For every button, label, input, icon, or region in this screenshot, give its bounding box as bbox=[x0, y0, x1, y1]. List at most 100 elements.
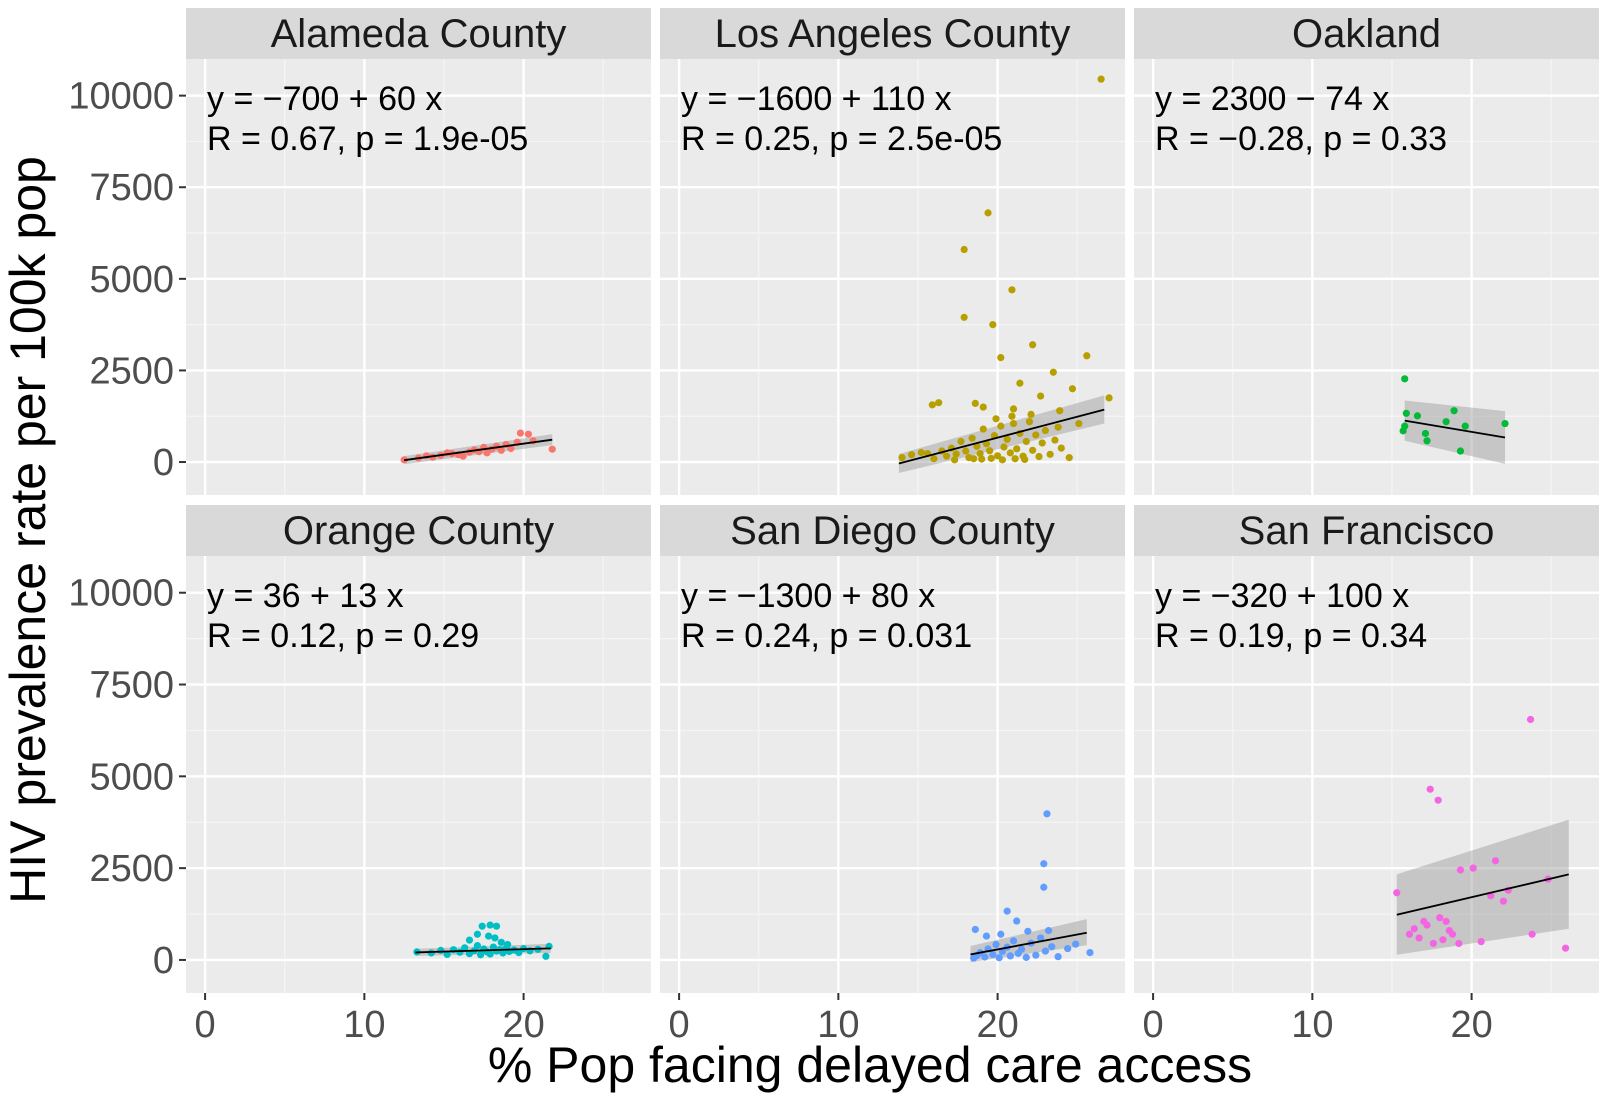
data-point bbox=[1442, 917, 1450, 925]
data-point bbox=[1049, 368, 1057, 376]
regression-line bbox=[404, 438, 553, 462]
data-point bbox=[976, 449, 984, 458]
data-point bbox=[984, 209, 992, 217]
data-point bbox=[928, 401, 936, 409]
data-point bbox=[979, 425, 987, 433]
data-point bbox=[1426, 785, 1434, 793]
y-tick-label: 10000 bbox=[68, 573, 174, 615]
data-point bbox=[473, 942, 482, 950]
data-point bbox=[898, 454, 906, 462]
data-point bbox=[1029, 446, 1037, 454]
panel-background bbox=[186, 556, 651, 993]
facet-title: San Diego County bbox=[730, 509, 1055, 553]
y-tick-label: 2500 bbox=[89, 350, 174, 392]
data-point bbox=[1009, 405, 1018, 413]
data-point bbox=[1086, 949, 1094, 957]
data-point bbox=[943, 452, 951, 460]
regression-line bbox=[415, 947, 551, 954]
correlation-stats: R = 0.24, p = 0.031 bbox=[681, 617, 972, 655]
data-point bbox=[1022, 437, 1030, 446]
data-point bbox=[1405, 930, 1414, 938]
y-tick-label: 7500 bbox=[89, 167, 174, 209]
data-point bbox=[1526, 715, 1535, 724]
facet-panel: San Diego County y = −1300 + 80 xR = 0.24… bbox=[660, 505, 1125, 1046]
facet-panel: Orange County y = 36 + 13 xR = 0.12, p = … bbox=[68, 505, 651, 1046]
data-point bbox=[1421, 429, 1430, 438]
x-tick-label: 0 bbox=[195, 1004, 216, 1046]
facet-strip bbox=[1134, 8, 1599, 59]
y-tick-label: 5000 bbox=[89, 756, 174, 798]
y-tick-label: 0 bbox=[153, 442, 174, 484]
facet-panel: Los Angeles County y = −1600 + 110 xR = 0… bbox=[660, 8, 1125, 495]
data-point bbox=[971, 925, 979, 934]
data-point bbox=[979, 403, 987, 411]
data-point bbox=[1083, 352, 1091, 360]
data-point bbox=[497, 446, 505, 454]
panel-background bbox=[1134, 59, 1599, 495]
data-point bbox=[548, 445, 556, 453]
facet-panel: Alameda County y = −700 + 60 xR = 0.67, p… bbox=[68, 8, 651, 495]
data-point bbox=[1036, 934, 1045, 942]
data-point bbox=[484, 932, 493, 940]
data-point bbox=[1006, 449, 1014, 457]
data-point bbox=[1048, 943, 1056, 951]
data-point bbox=[989, 321, 997, 329]
data-point bbox=[930, 455, 938, 463]
data-point bbox=[461, 944, 469, 952]
data-point bbox=[427, 949, 435, 957]
data-point bbox=[1429, 939, 1437, 948]
data-point bbox=[998, 456, 1006, 464]
data-point bbox=[1528, 930, 1536, 938]
data-point bbox=[1027, 410, 1035, 418]
data-point bbox=[995, 954, 1003, 962]
data-point bbox=[997, 354, 1005, 362]
regression-equation: y = −1300 + 80 x bbox=[681, 577, 935, 615]
x-axis-title: % Pop facing delayed care access bbox=[488, 1037, 1252, 1093]
data-point bbox=[1035, 452, 1043, 461]
facet-panel: San Francisco y = −320 + 100 xR = 0.19, p… bbox=[1134, 505, 1599, 1046]
facet-strip bbox=[1134, 505, 1599, 556]
data-point bbox=[1491, 857, 1500, 865]
data-point bbox=[997, 930, 1005, 938]
data-point bbox=[1442, 418, 1450, 426]
data-point bbox=[1021, 455, 1029, 464]
data-point bbox=[986, 447, 994, 455]
data-point bbox=[1051, 436, 1059, 444]
data-point bbox=[935, 399, 943, 407]
x-tick-label: 0 bbox=[669, 1004, 690, 1046]
x-tick-label: 20 bbox=[1450, 1004, 1492, 1046]
data-point bbox=[908, 451, 916, 459]
data-point bbox=[1032, 951, 1040, 959]
regression-line bbox=[970, 931, 1087, 956]
data-point bbox=[994, 452, 1002, 460]
data-point bbox=[981, 953, 989, 961]
data-point bbox=[1501, 419, 1509, 428]
facet-strip bbox=[186, 8, 651, 59]
data-point bbox=[1499, 897, 1508, 905]
panel-background bbox=[660, 556, 1125, 993]
data-point bbox=[1041, 426, 1049, 435]
data-point bbox=[1017, 945, 1026, 953]
data-point bbox=[1008, 286, 1016, 294]
data-point bbox=[492, 922, 501, 930]
data-point bbox=[1000, 443, 1008, 451]
data-point bbox=[1009, 937, 1018, 945]
data-point bbox=[1461, 422, 1469, 430]
data-point bbox=[1410, 925, 1418, 933]
data-point bbox=[497, 938, 505, 946]
data-point bbox=[1008, 412, 1016, 420]
data-point bbox=[1072, 940, 1080, 948]
panels-layer: Alameda County y = −700 + 60 xR = 0.67, p… bbox=[68, 8, 1599, 1046]
data-point bbox=[1445, 926, 1453, 935]
data-point bbox=[477, 951, 485, 959]
data-point bbox=[1038, 439, 1046, 447]
data-point bbox=[1477, 937, 1485, 946]
data-point bbox=[1401, 375, 1409, 383]
data-point bbox=[1057, 444, 1065, 452]
y-tick-label: 10000 bbox=[68, 76, 174, 118]
regression-equation: y = −320 + 100 x bbox=[1155, 577, 1409, 615]
regression-equation: y = −700 + 60 x bbox=[207, 80, 442, 118]
data-point bbox=[1032, 431, 1040, 439]
data-point bbox=[1024, 927, 1032, 935]
data-point bbox=[491, 934, 499, 942]
